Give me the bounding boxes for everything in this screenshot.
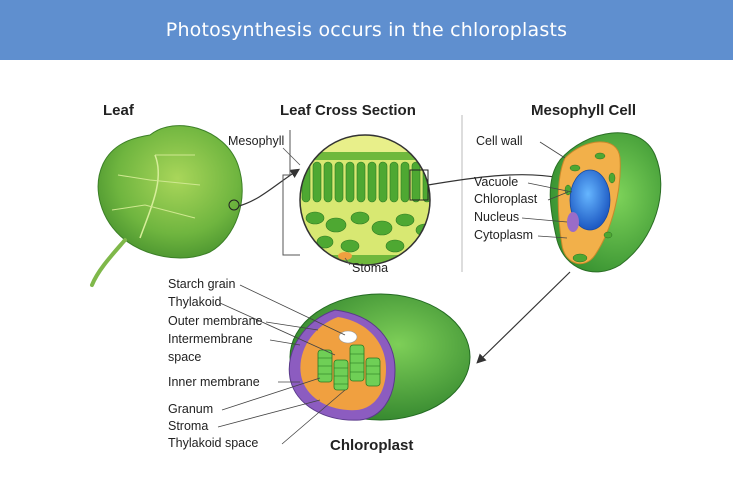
cross-section-circle (299, 134, 431, 266)
label-vacuole: Vacuole (474, 175, 518, 189)
arrow-icon (476, 271, 571, 364)
label-starch-grain: Starch grain (168, 277, 235, 291)
heading-mesophyll-cell: Mesophyll Cell (531, 102, 636, 119)
label-nucleus: Nucleus (474, 210, 519, 224)
label-intermembrane: Intermembrane (168, 332, 253, 346)
label-mesophyll: Mesophyll (228, 134, 284, 148)
mesophyll-bracket (282, 130, 300, 256)
label-granum: Granum (168, 402, 213, 416)
label-cell-wall: Cell wall (476, 134, 523, 148)
mesophyll-cell (549, 132, 662, 273)
heading-chloroplast: Chloroplast (330, 437, 413, 454)
label-outer-membrane: Outer membrane (168, 314, 263, 328)
label-stoma: Stoma (352, 261, 388, 275)
heading-cross-section: Leaf Cross Section (280, 102, 416, 119)
banner-title: Photosynthesis occurs in the chloroplast… (165, 19, 568, 41)
label-cytoplasm: Cytoplasm (474, 228, 533, 242)
arrow-icon (427, 171, 563, 186)
label-space: space (168, 350, 201, 364)
label-thylakoid-space: Thylakoid space (168, 436, 258, 450)
arrow-icon (238, 168, 301, 207)
label-chloroplast: Chloroplast (474, 192, 538, 206)
label-inner-membrane: Inner membrane (168, 375, 260, 389)
label-stroma: Stroma (168, 419, 208, 433)
photosynthesis-diagram: Leaf Leaf Cross Section Mesophyll Cell C… (90, 102, 662, 454)
label-thylakoid: Thylakoid (168, 295, 222, 309)
diagram-stage: Leaf Leaf Cross Section Mesophyll Cell C… (0, 60, 733, 472)
title-banner: Photosynthesis occurs in the chloroplast… (0, 0, 733, 60)
heading-leaf: Leaf (103, 102, 135, 119)
chloroplast-diagram (288, 293, 471, 421)
leaf-icon (90, 125, 243, 287)
